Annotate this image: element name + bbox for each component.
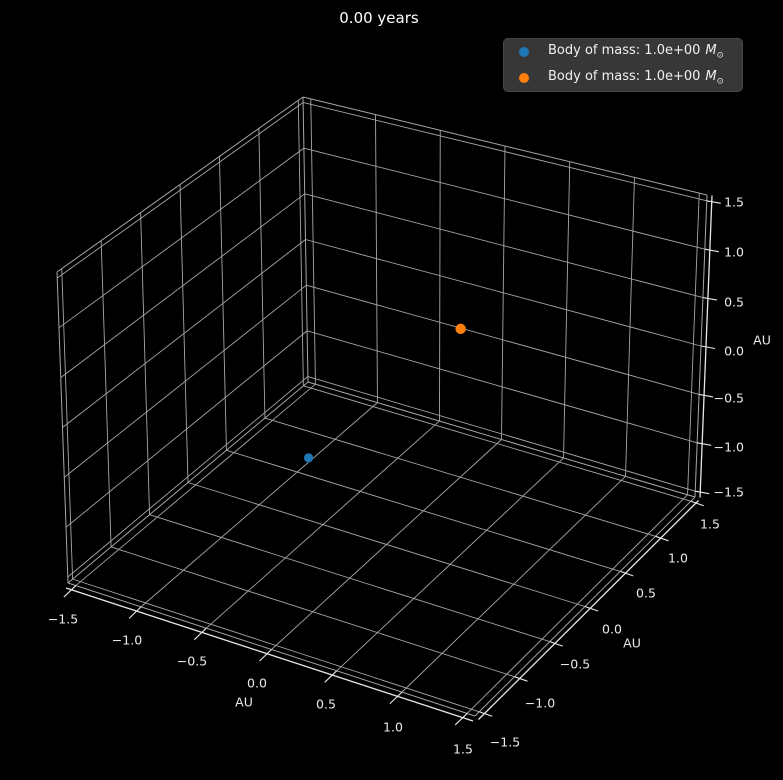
tick-label: −0.5 bbox=[560, 657, 590, 672]
legend-label-text: Body of mass: 1.0e+00 bbox=[548, 43, 701, 59]
tick-label: −1.0 bbox=[525, 696, 555, 711]
tick-label: 1.5 bbox=[724, 195, 744, 210]
legend-label: Body of mass: 1.0e+00 M⊙ bbox=[548, 69, 724, 87]
tick-label: 0.0 bbox=[724, 344, 744, 359]
legend-row: Body of mass: 1.0e+00 M⊙ bbox=[504, 65, 742, 91]
x-axis-label: AU bbox=[235, 695, 253, 710]
legend-marker-icon bbox=[519, 47, 529, 57]
sun-symbol-icon: ⊙ bbox=[716, 76, 724, 87]
scatter-point-1 bbox=[455, 323, 466, 335]
sun-symbol-icon: ⊙ bbox=[716, 50, 724, 61]
tick-label: 0.0 bbox=[247, 676, 267, 691]
tick-label: 1.5 bbox=[700, 517, 720, 532]
legend-marker-icon bbox=[519, 73, 529, 83]
tick-label: 0.5 bbox=[724, 295, 744, 310]
plot-title: 0.00 years bbox=[339, 9, 419, 27]
tick-label: 1.0 bbox=[668, 551, 688, 566]
tick-labels: −1.5 −1.5 −1.5 −1.0 −1.0 −1.0 −0.5 −0.5 −0.5 0.0 0… bbox=[48, 195, 771, 757]
tick-label: −1.5 bbox=[714, 485, 744, 500]
axis-ticks bbox=[63, 200, 721, 726]
legend-label-text: Body of mass: 1.0e+00 bbox=[548, 69, 701, 85]
y-axis-label: AU bbox=[623, 636, 641, 651]
legend-label-symbol: M bbox=[705, 69, 717, 85]
scatter-point-0 bbox=[303, 453, 314, 463]
tick-label: −0.5 bbox=[714, 391, 744, 406]
tick-label: −1.0 bbox=[714, 440, 744, 455]
tick-label: −0.5 bbox=[177, 654, 207, 669]
scatter-points bbox=[303, 323, 466, 463]
tick-label: 1.0 bbox=[383, 720, 403, 735]
legend-row: Body of mass: 1.0e+00 M⊙ bbox=[504, 39, 742, 65]
tick-label: 1.0 bbox=[724, 245, 744, 260]
tick-label: −1.5 bbox=[490, 735, 520, 750]
legend-label-symbol: M bbox=[705, 43, 717, 59]
tick-label: −1.0 bbox=[112, 633, 142, 648]
tick-label: 0.5 bbox=[636, 586, 656, 601]
z-axis-label: AU bbox=[753, 333, 771, 348]
grid-lines bbox=[56, 98, 707, 714]
legend: Body of mass: 1.0e+00 M⊙ Body of mass: 1.… bbox=[503, 38, 743, 92]
tick-label: 0.5 bbox=[316, 697, 336, 712]
legend-label: Body of mass: 1.0e+00 M⊙ bbox=[548, 43, 724, 61]
tick-label: 1.5 bbox=[453, 742, 473, 757]
tick-label: 0.0 bbox=[602, 622, 622, 637]
tick-label: −1.5 bbox=[48, 612, 78, 627]
